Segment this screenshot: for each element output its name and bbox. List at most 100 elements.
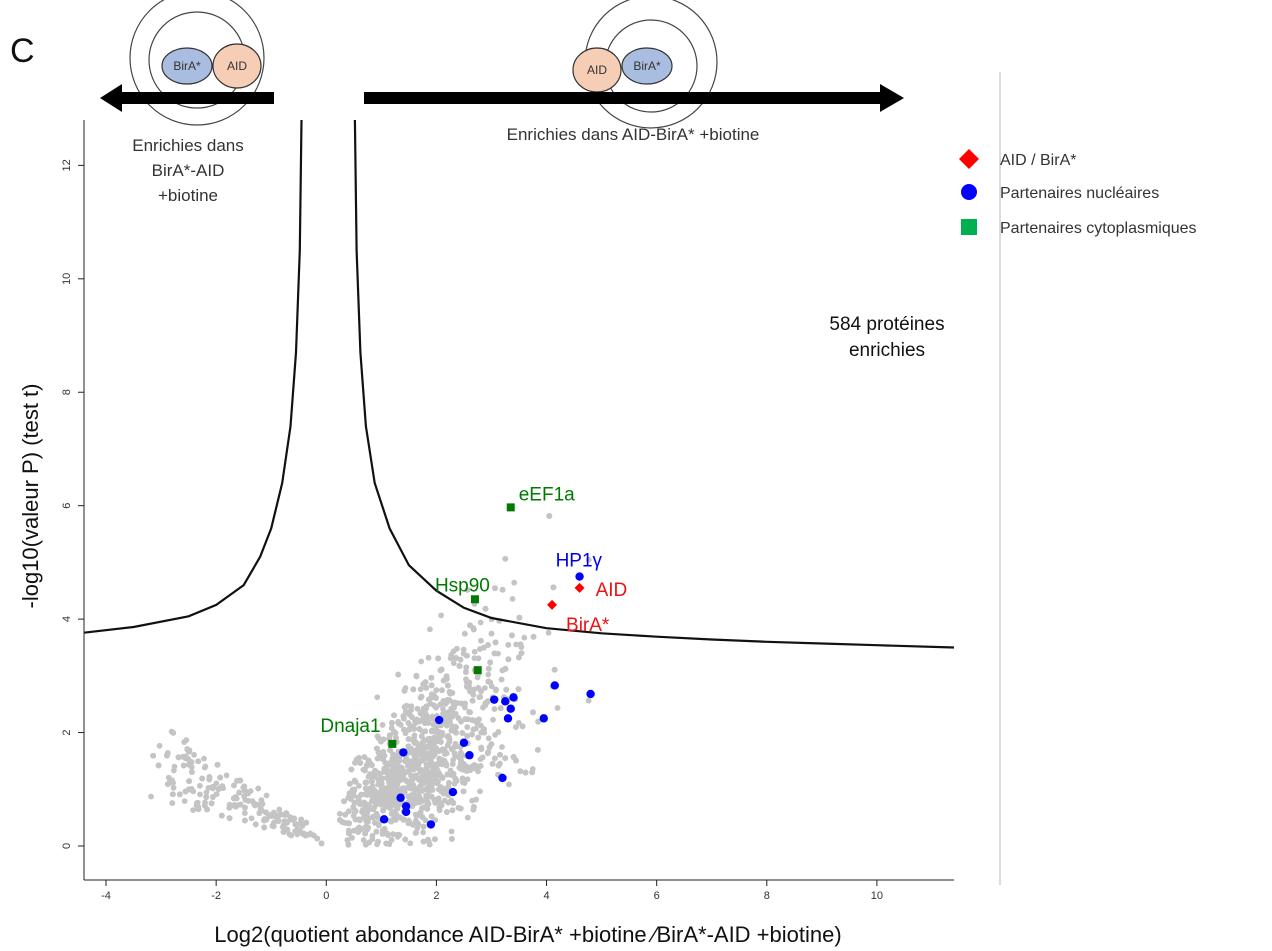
nuclear-partner-point	[401, 807, 411, 817]
background-point	[392, 734, 399, 741]
background-point	[439, 775, 446, 781]
cytoplasmic-partner-point	[473, 666, 482, 675]
background-point	[256, 810, 263, 816]
background-point	[199, 775, 206, 782]
background-point	[353, 756, 360, 763]
background-point	[518, 650, 525, 656]
background-point	[427, 626, 433, 633]
background-point	[314, 835, 321, 842]
cytoplasmic-partner-point	[506, 503, 515, 512]
background-point	[378, 790, 385, 797]
background-point	[450, 660, 457, 667]
background-point	[453, 655, 459, 661]
background-point	[380, 736, 387, 743]
background-point	[471, 655, 478, 662]
background-point	[475, 685, 482, 691]
y-axis-title: -log10(valeur P) (test t)	[18, 384, 43, 609]
background-point	[186, 778, 192, 785]
background-point	[506, 781, 512, 788]
background-point	[389, 719, 395, 726]
background-point	[242, 804, 248, 811]
background-point	[195, 758, 202, 765]
background-point	[429, 786, 436, 793]
background-point	[188, 759, 195, 765]
background-point	[438, 612, 445, 619]
background-point	[530, 709, 536, 716]
nuclear-partner-point	[501, 697, 510, 706]
background-point	[546, 513, 553, 519]
background-point	[403, 755, 410, 762]
background-point	[148, 793, 154, 800]
background-point	[226, 815, 233, 822]
background-point	[432, 761, 438, 768]
point-label: eEF1a	[519, 484, 575, 505]
background-point	[182, 788, 189, 795]
background-point	[213, 780, 220, 787]
background-point	[419, 805, 426, 811]
background-point	[169, 791, 176, 798]
background-point	[460, 646, 467, 653]
aid-label-left: AID	[227, 59, 247, 73]
background-point	[188, 769, 195, 775]
background-point	[471, 648, 478, 655]
background-point	[433, 704, 439, 711]
background-point	[444, 742, 451, 749]
background-point	[469, 731, 475, 738]
background-point	[291, 815, 298, 822]
background-point	[479, 754, 486, 761]
legend-item-bait: AID / BirA*	[1000, 152, 1076, 169]
background-point	[204, 806, 210, 813]
background-point	[402, 836, 409, 843]
background-point	[349, 834, 355, 841]
background-point	[206, 774, 213, 780]
background-point	[391, 712, 397, 719]
background-point	[516, 614, 523, 621]
cytoplasmic-partner-point	[470, 595, 479, 604]
background-point	[366, 839, 372, 846]
background-point	[431, 836, 438, 843]
background-point	[428, 694, 435, 701]
background-point	[449, 807, 456, 814]
background-point	[475, 655, 482, 662]
background-point	[360, 837, 367, 843]
background-point	[242, 817, 248, 824]
background-point	[407, 840, 414, 847]
background-point	[374, 755, 381, 762]
background-point	[408, 703, 415, 710]
background-point	[446, 736, 453, 743]
background-point	[441, 746, 448, 753]
background-point	[485, 665, 492, 672]
background-point	[193, 802, 200, 809]
background-point	[441, 797, 448, 804]
background-point	[412, 756, 419, 763]
background-point	[551, 666, 558, 673]
background-point	[425, 719, 432, 726]
background-point	[388, 818, 395, 825]
background-point	[261, 824, 268, 831]
background-point	[417, 686, 424, 693]
background-point	[414, 705, 421, 712]
background-point	[377, 750, 384, 756]
background-point	[405, 720, 412, 726]
background-point	[464, 652, 470, 659]
background-point	[505, 641, 512, 648]
background-point	[488, 630, 495, 637]
background-point	[470, 626, 477, 633]
background-point	[411, 762, 418, 769]
background-point	[401, 726, 407, 733]
background-point	[355, 794, 362, 801]
y-tick-label: 0	[61, 843, 73, 849]
background-point	[371, 804, 378, 811]
background-point	[426, 780, 433, 787]
background-point	[460, 779, 466, 786]
y-tick-label: 6	[61, 503, 73, 509]
background-point	[448, 835, 455, 842]
background-point	[395, 671, 402, 678]
nuclear-partner-point	[509, 693, 518, 702]
background-point	[438, 788, 445, 795]
background-point	[420, 829, 427, 836]
nuclear-partner-point	[503, 714, 513, 723]
background-point	[231, 782, 237, 789]
background-point	[420, 779, 427, 786]
right-construct-diagram: AID BirA*	[572, 0, 718, 129]
